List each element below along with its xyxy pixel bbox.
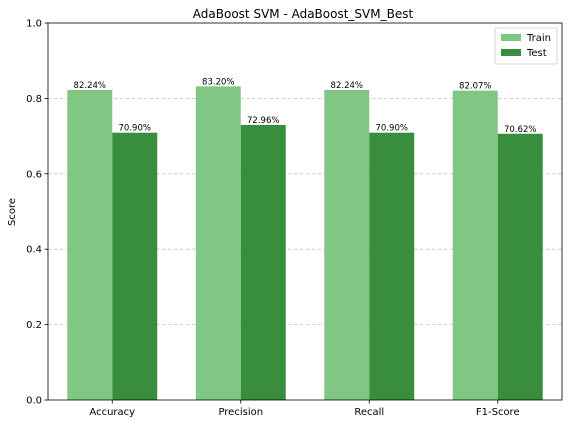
data-label: 82.24% (74, 81, 106, 91)
x-tick-label: Precision (218, 407, 263, 418)
data-label: 72.96% (247, 116, 279, 126)
bar-test-recall (369, 132, 415, 400)
data-label: 82.07% (459, 82, 491, 92)
y-tick-label: 0.8 (26, 94, 42, 105)
data-labels: 82.24% 70.90% 83.20% 72.96% 82.24% 70.90% 82.0… (74, 77, 537, 134)
bar-train-f1-score (452, 90, 498, 400)
legend-label-test: Test (526, 48, 547, 59)
x-tick-label: Accuracy (89, 407, 135, 418)
x-tick-label: Recall (354, 407, 384, 418)
plot-frame (47, 22, 563, 401)
bar-train-recall (324, 89, 370, 400)
data-label: 70.62% (504, 125, 536, 135)
bar-test-accuracy (112, 132, 158, 400)
bar-test-f1-score (497, 133, 543, 400)
data-label: 82.24% (331, 81, 363, 91)
legend: Train Test (494, 27, 558, 65)
y-tick-label: 0.6 (26, 169, 42, 180)
legend-swatch-test (501, 49, 521, 56)
y-axis-label: Score (7, 198, 18, 226)
chart-title: AdaBoost SVM - AdaBoost_SVM_Best (193, 7, 414, 21)
legend-label-train: Train (526, 33, 551, 44)
bar-train-accuracy (67, 89, 113, 400)
bars (67, 86, 543, 401)
y-tick-label: 0.2 (26, 320, 42, 331)
data-label: 70.90% (119, 124, 151, 134)
x-tick-label: F1-Score (476, 407, 520, 418)
legend-swatch-train (501, 34, 521, 41)
data-label: 70.90% (376, 124, 408, 134)
bar-train-precision (195, 86, 241, 400)
axes: 0.0 0.2 0.4 0.6 0.8 1.0 Accuracy Precision Recal… (26, 19, 563, 418)
y-tick-label: 0.0 (26, 396, 42, 407)
y-tick-label: 0.4 (26, 245, 42, 256)
bar-test-precision (240, 124, 286, 401)
y-tick-label: 1.0 (26, 19, 42, 30)
data-label: 83.20% (202, 77, 234, 87)
